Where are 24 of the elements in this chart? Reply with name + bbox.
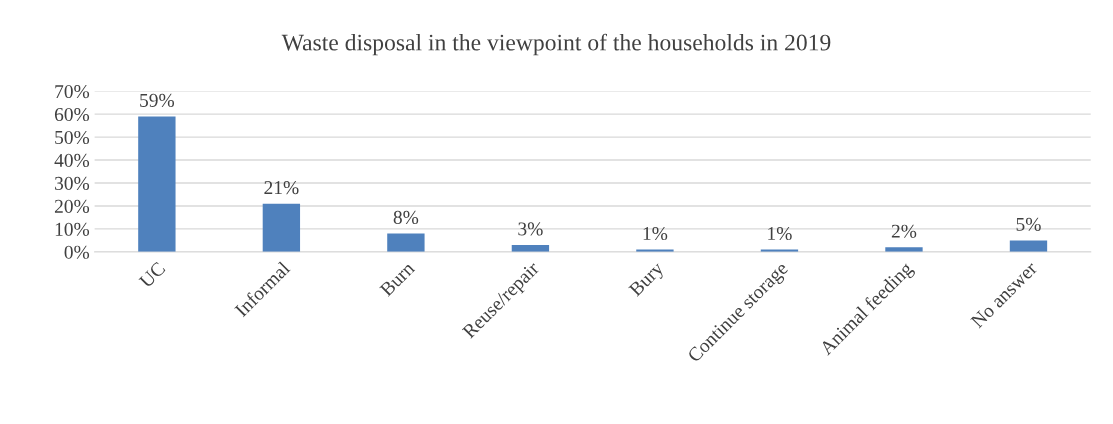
data-label: 59%	[140, 93, 175, 107]
y-tick-label: 0%	[64, 245, 90, 259]
bar	[1009, 240, 1048, 252]
data-label: 2%	[891, 224, 917, 238]
y-tick-label: 50%	[55, 130, 90, 145]
data-label: 1%	[768, 226, 792, 241]
data-label: 3%	[518, 222, 543, 236]
bar	[138, 116, 176, 252]
y-tick-label: 70%	[55, 84, 90, 99]
x-tick-label: UC	[138, 261, 166, 289]
data-label: 8%	[393, 210, 419, 225]
y-tick-label: 10%	[55, 222, 90, 236]
y-tick-label: 30%	[55, 176, 90, 190]
y-tick-label: 20%	[54, 199, 90, 213]
x-tick-label: Burn	[379, 260, 416, 297]
bar	[262, 203, 301, 252]
x-tick-label: Bury	[628, 260, 668, 300]
data-label: 21%	[264, 181, 299, 195]
data-label: 5%	[1016, 217, 1041, 231]
data-label: 1%	[643, 226, 668, 241]
y-tick-label: 60%	[54, 107, 90, 122]
bar	[387, 233, 425, 252]
y-tick-label: 40%	[54, 153, 90, 168]
chart-title: Waste disposal in the viewpoint of the households in 2019	[281, 33, 831, 56]
